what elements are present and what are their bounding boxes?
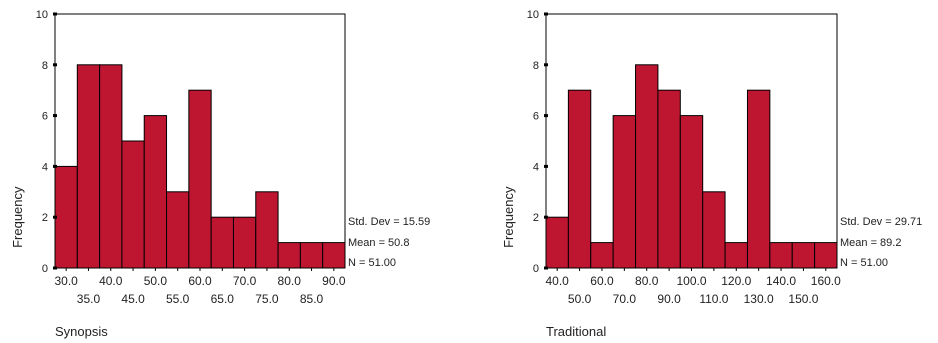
synopsis-bar [299,242,324,269]
traditional-std-dev: Std. Dev = 29.71 [840,216,922,228]
traditional-y-tick-mark [544,215,548,219]
traditional-x-tick-label: 120.0 [721,274,751,288]
traditional-n: N = 51.00 [840,257,888,269]
synopsis-y-tick-mark [53,63,57,67]
synopsis-bar [76,64,101,269]
traditional-bar [612,115,637,269]
synopsis-y-ticks: 0 2 4 6 8 10 [36,9,57,275]
synopsis-y-tick-mark [53,114,57,118]
traditional-histogram: 0 2 4 6 8 10 40.0 50.0 60.0 70.0 80.0 90.0 100.0 110… [501,9,922,339]
traditional-y-tick-mark [544,114,548,118]
traditional-bar [791,242,816,269]
traditional-x-tick-label: 40.0 [546,274,570,288]
synopsis-y-axis-label: Frequency [10,186,25,248]
synopsis-bar [54,165,78,269]
traditional-y-tick-label: 8 [533,60,539,72]
synopsis-y-tick-label: 10 [36,9,48,21]
traditional-bar [590,242,614,269]
synopsis-y-tick-label: 8 [42,60,48,72]
synopsis-x-tick-label: 80.0 [278,274,302,288]
synopsis-x-tick-label: 60.0 [188,274,212,288]
synopsis-bar [99,64,123,269]
traditional-y-tick-label: 0 [533,263,539,275]
synopsis-x-tick-label: 45.0 [121,292,145,306]
traditional-bar [657,89,681,269]
synopsis-x-tick-label: 35.0 [77,292,101,306]
traditional-y-tick-label: 4 [533,161,539,173]
synopsis-bar [255,191,279,269]
synopsis-n: N = 51.00 [348,257,396,269]
synopsis-mean: Mean = 50.8 [348,237,409,249]
synopsis-std-dev: Std. Dev = 15.59 [348,216,430,228]
traditional-bar [724,242,748,269]
traditional-y-tick-label: 6 [533,111,539,123]
traditional-y-tick-mark [544,12,548,16]
traditional-y-ticks: 0 2 4 6 8 10 [527,9,548,275]
synopsis-x-tick-label: 65.0 [211,292,235,306]
synopsis-bar [188,89,212,269]
synopsis-bar [232,216,257,269]
traditional-bar [814,242,838,269]
traditional-x-tick-label: 160.0 [811,274,841,288]
traditional-x-tick-label: 150.0 [788,292,818,306]
traditional-y-tick-label: 10 [527,9,539,21]
synopsis-y-tick-label: 0 [42,263,48,275]
traditional-x-tick-label: 140.0 [766,274,796,288]
synopsis-y-tick-mark [53,164,57,168]
traditional-x-tick-label: 50.0 [568,292,592,306]
traditional-x-tick-label: 60.0 [590,274,614,288]
traditional-mean: Mean = 89.2 [840,237,901,249]
synopsis-bars [54,64,346,269]
traditional-y-tick-mark [544,63,548,67]
synopsis-bar [210,216,234,269]
traditional-bar [545,216,569,269]
synopsis-y-tick-label: 2 [42,212,48,224]
traditional-bar [702,191,726,269]
traditional-x-ticks: 40.0 50.0 60.0 70.0 80.0 90.0 100.0 110.0 120.0 1… [546,268,841,306]
traditional-y-tick-mark [544,266,548,270]
traditional-y-tick-label: 2 [533,212,539,224]
synopsis-bar [166,191,190,269]
synopsis-x-tick-label: 90.0 [322,274,346,288]
synopsis-x-tick-label: 75.0 [255,292,279,306]
synopsis-x-tick-label: 50.0 [144,274,168,288]
traditional-bar [679,115,704,269]
synopsis-x-tick-label: 40.0 [99,274,123,288]
traditional-bar [567,89,592,269]
synopsis-y-tick-label: 4 [42,161,48,173]
synopsis-histogram: 0 2 4 6 8 10 30.0 35.0 40.0 45.0 50.0 55.0 60.0 65.0… [10,9,430,339]
traditional-bars [545,64,838,269]
synopsis-x-tick-label: 30.0 [54,274,78,288]
synopsis-y-tick-mark [53,12,57,16]
synopsis-bar [277,242,301,269]
traditional-x-tick-label: 130.0 [744,292,774,306]
synopsis-bar [143,115,168,269]
traditional-y-tick-mark [544,164,548,168]
synopsis-y-tick-mark [53,215,57,219]
synopsis-x-axis-label: Synopsis [55,324,108,339]
synopsis-y-tick-label: 6 [42,111,48,123]
traditional-x-tick-label: 70.0 [613,292,637,306]
traditional-x-tick-label: 90.0 [657,292,681,306]
traditional-y-axis-label: Frequency [501,186,516,248]
traditional-x-tick-label: 80.0 [635,274,659,288]
traditional-bar [746,89,771,269]
traditional-x-axis-label: Traditional [546,324,606,339]
synopsis-x-tick-label: 85.0 [300,292,324,306]
traditional-bar [635,64,659,269]
synopsis-x-ticks: 30.0 35.0 40.0 45.0 50.0 55.0 60.0 65.0 70.0 75.0… [54,268,346,306]
traditional-x-tick-label: 100.0 [676,274,706,288]
synopsis-bar [322,242,346,269]
traditional-x-tick-label: 110.0 [699,292,728,306]
synopsis-bar [121,140,145,269]
traditional-bar [769,242,793,269]
synopsis-x-tick-label: 55.0 [166,292,190,306]
synopsis-y-tick-mark [53,266,57,270]
synopsis-x-tick-label: 70.0 [233,274,257,288]
